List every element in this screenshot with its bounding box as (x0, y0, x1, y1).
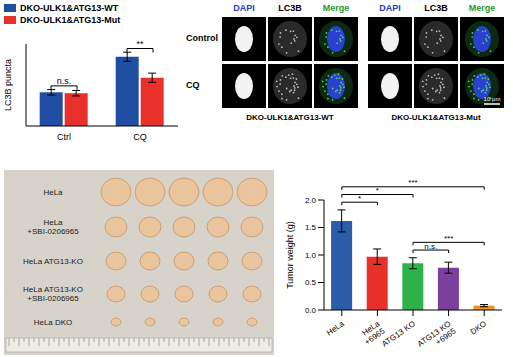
svg-text:Ctrl: Ctrl (57, 132, 71, 142)
svg-text:n.s.: n.s. (424, 242, 437, 251)
html-text:DKO-ULK1&ATG13-Mut: DKO-ULK1&ATG13-Mut (20, 15, 121, 25)
svg-text:+6965: +6965 (362, 326, 387, 347)
html-text:DKO-ULK1&ATG13-WT: DKO-ULK1&ATG13-WT (20, 3, 119, 13)
html-text:+SBI-0206965: +SBI-0206965 (27, 227, 79, 236)
html-text:DKO-ULK1&ATG13-WT: DKO-ULK1&ATG13-WT (246, 113, 334, 122)
html-text:HeLa ATG13-KO: HeLa ATG13-KO (23, 285, 83, 294)
svg-text:LC3B puncta: LC3B puncta (3, 59, 13, 111)
html-text:LC3B: LC3B (278, 3, 302, 13)
svg-text:DKO: DKO (469, 319, 488, 336)
svg-text:ATG13 KO: ATG13 KO (380, 319, 417, 348)
html-text:HeLa: HeLa (43, 187, 63, 197)
svg-text:10 μm: 10 μm (484, 96, 501, 102)
svg-text:*: * (376, 186, 379, 195)
html-text:CQ: CQ (186, 80, 200, 90)
html-text:DKO-ULK1&ATG13-Mut: DKO-ULK1&ATG13-Mut (391, 113, 481, 122)
svg-text:Tumor weight (g): Tumor weight (g) (285, 221, 295, 289)
svg-text:***: *** (408, 178, 417, 187)
html-text:HeLa: HeLa (43, 218, 63, 227)
svg-text:HeLa: HeLa (360, 319, 382, 338)
svg-text:CQ: CQ (133, 132, 147, 142)
html-text:HeLa ATG13-KO: HeLa ATG13-KO (23, 256, 83, 266)
svg-text:ATG13 KO: ATG13 KO (415, 319, 453, 349)
html-text:DAPI: DAPI (379, 3, 401, 13)
html-text:Control: Control (186, 33, 218, 43)
html-text:+SBI-0206965: +SBI-0206965 (27, 294, 79, 303)
svg-text:n.s.: n.s. (57, 76, 72, 86)
svg-text:**: ** (136, 39, 144, 49)
html-text:Merge: Merge (468, 3, 496, 13)
svg-text:*: * (358, 194, 361, 203)
html-text:HeLa DKO: HeLa DKO (33, 317, 73, 327)
svg-text:***: *** (444, 234, 453, 243)
svg-text:1.0: 1.0 (305, 251, 317, 260)
html-text:DAPI: DAPI (233, 3, 255, 13)
svg-text:2.0: 2.0 (305, 196, 317, 205)
svg-text:+6965: +6965 (434, 326, 458, 347)
html-text:Merge: Merge (322, 3, 350, 13)
svg-text:1.5: 1.5 (305, 223, 317, 232)
svg-text:HeLa: HeLa (325, 319, 346, 338)
svg-text:0.0: 0.0 (305, 306, 317, 315)
html-text:LC3B: LC3B (424, 3, 448, 13)
svg-text:0.5: 0.5 (305, 278, 317, 287)
